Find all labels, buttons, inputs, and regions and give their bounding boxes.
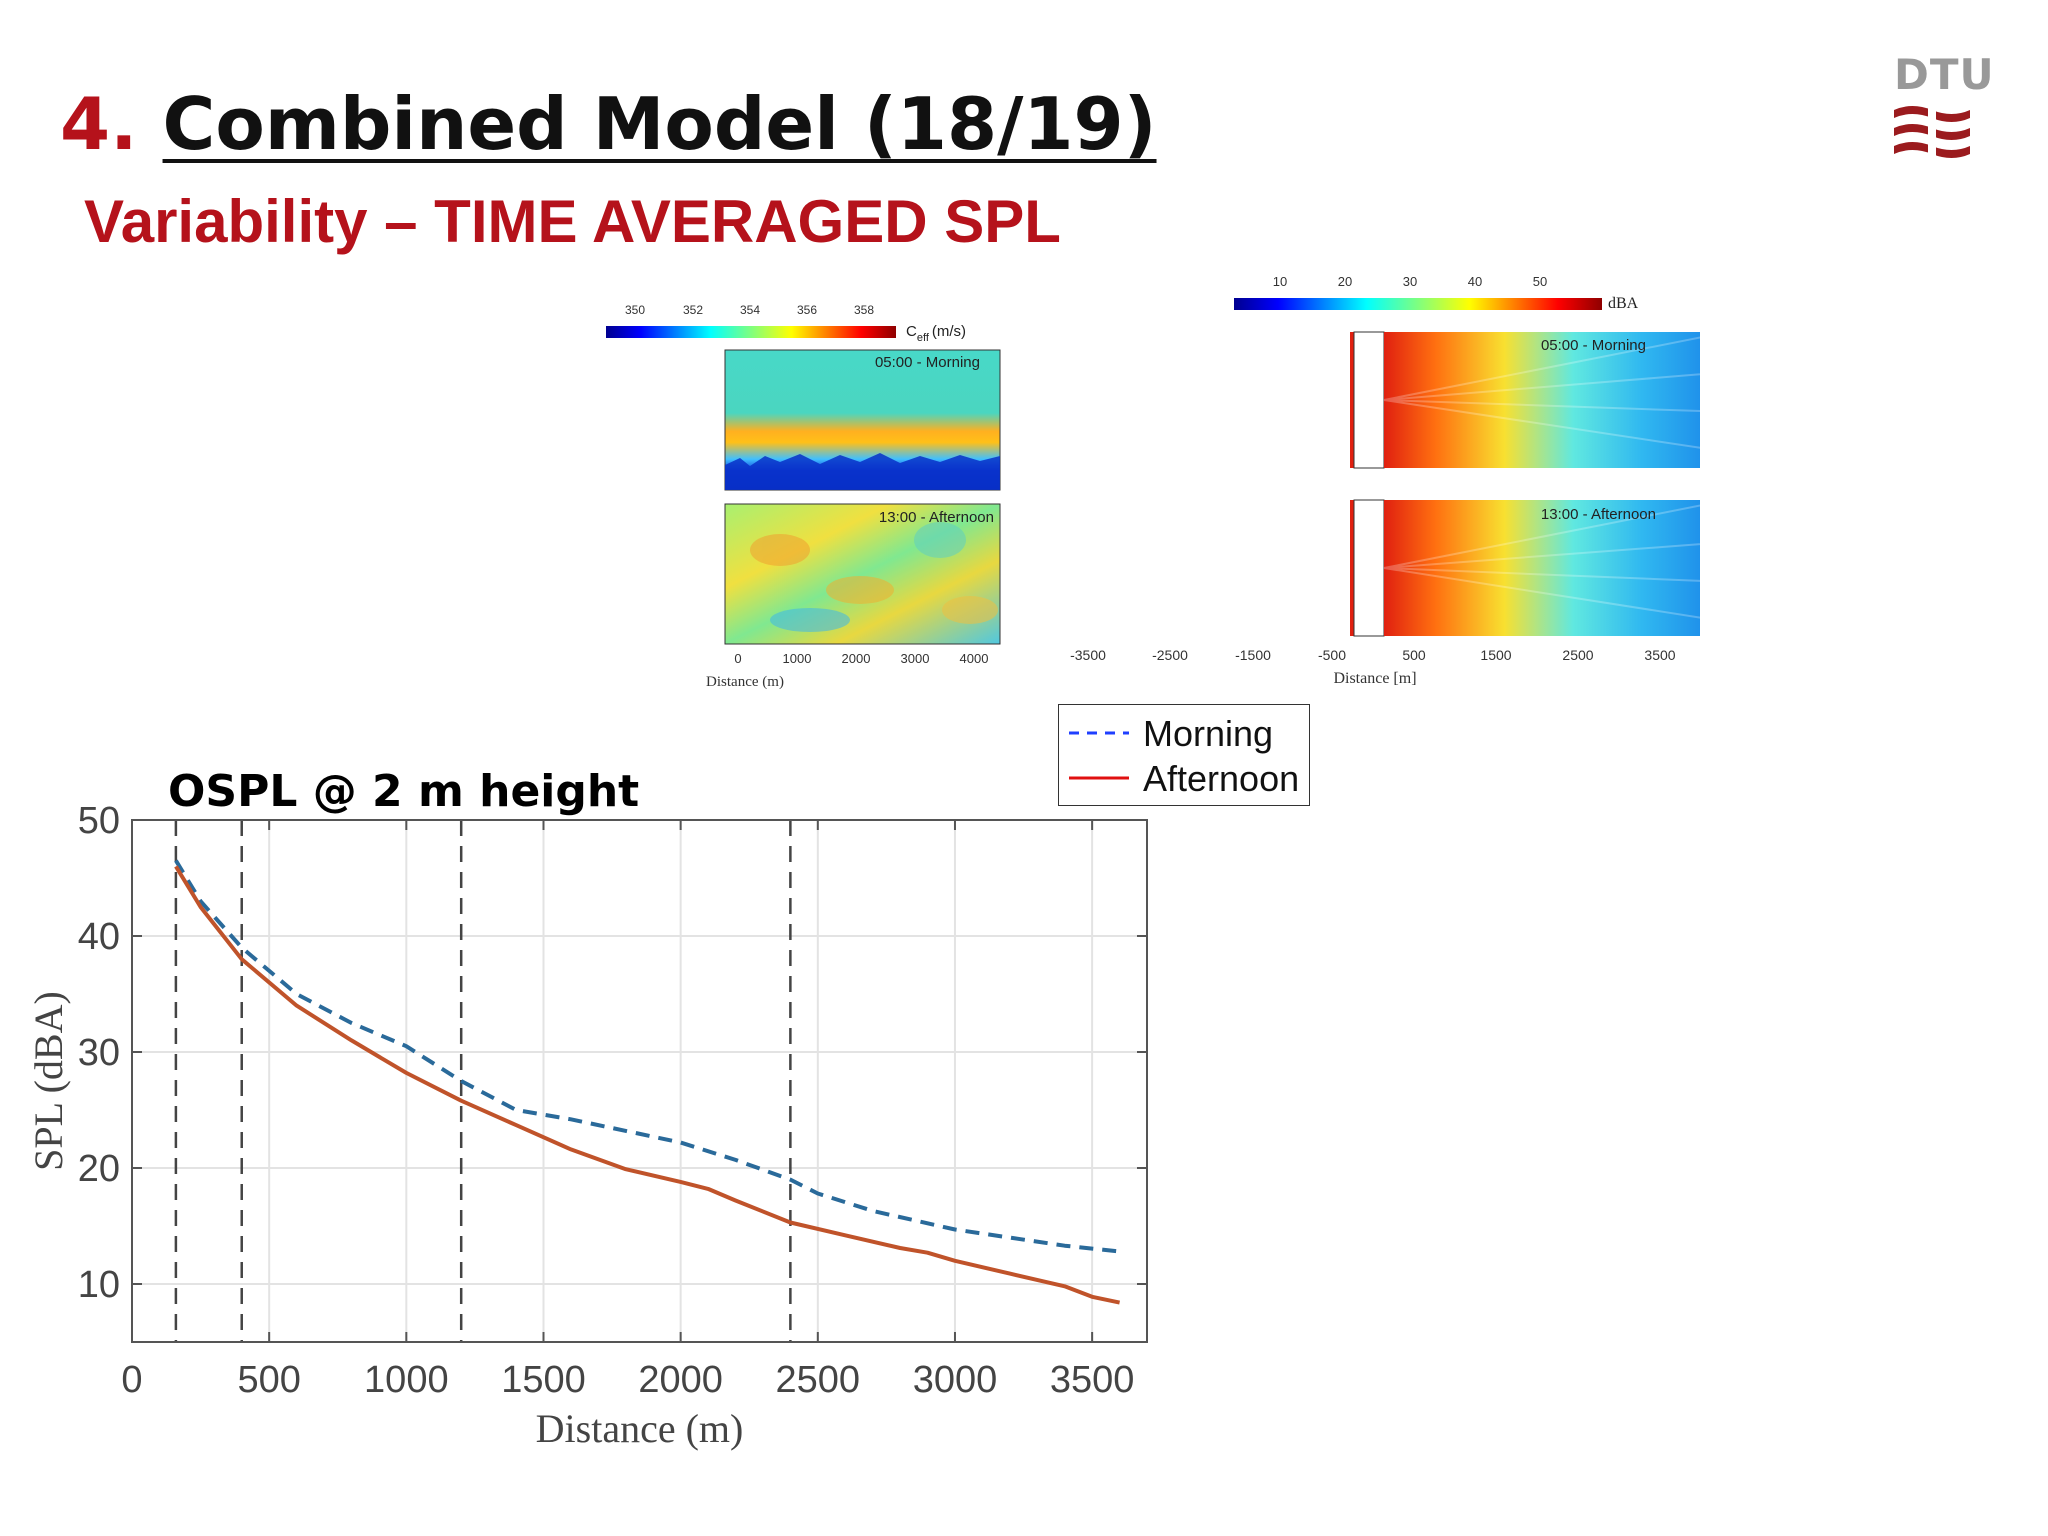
legend-morning-label: Morning [1143,713,1274,754]
x-tick-label: 2000 [638,1359,723,1401]
x-tick: 1500 [1480,647,1511,663]
chart-legend: Morning Afternoon [1058,704,1310,806]
colorbar-tick: 40 [1468,274,1482,289]
panel-label-afternoon: 13:00 - Afternoon [1541,506,1656,523]
colorbar-tick: 350 [625,303,645,317]
slide-subtitle: Variability – TIME AVERAGED SPL [84,188,1061,255]
x-tick-label: 3000 [913,1359,998,1401]
x-tick: 3000 [901,651,930,666]
x-tick: 2000 [842,651,871,666]
colorbar [1234,298,1602,310]
colorbar-tick: 20 [1338,274,1352,289]
panel-label-morning: 05:00 - Morning [1541,337,1646,354]
dtu-logo: DTU [1892,54,1994,164]
spl-line-chart: 0 500 1000 1500 2000 2500 3000 3500 10 20 30 40 50 D… [26,800,1148,1451]
spl-panel-morning [1384,332,1700,468]
colorbar-label: Ceff (m/s) [906,323,966,344]
logo-text: DTU [1894,50,1995,99]
colorbar-tick: 352 [683,303,703,317]
x-axis-label: Distance [m] [1333,670,1416,687]
x-tick: 0 [734,651,741,666]
x-tick: 4000 [960,651,989,666]
x-tick: -3500 [1070,647,1106,663]
series-line-afternoon [174,865,1121,1305]
x-tick-label: 0 [121,1359,142,1401]
colorbar-tick: 30 [1403,274,1417,289]
y-tick-label: 40 [78,916,120,958]
colorbar-tick: 358 [854,303,874,317]
y-tick-label: 10 [78,1264,120,1306]
colorbar-tick: 356 [797,303,817,317]
colorbar-label: dBA [1608,295,1639,312]
plot-frame [131,819,1148,1343]
y-tick-label: 20 [78,1148,120,1190]
x-tick-label: 500 [237,1359,300,1401]
colorbar-tick: 50 [1533,274,1547,289]
spl-heatmap-figure: 10 20 30 40 50 dBA 05:00 - Morning 13:00… [1070,274,1700,687]
x-tick: 1000 [783,651,812,666]
sound-speed-heatmap-figure: 350 352 354 356 358 Ceff (m/s) 05:00 - Mo… [606,303,1001,690]
x-tick: -1500 [1235,647,1271,663]
x-tick: -2500 [1152,647,1188,663]
x-tick-label: 2500 [776,1359,861,1401]
dtu-waves-icon [1894,102,1970,162]
x-tick-label: 1000 [364,1359,449,1401]
series-line-morning [174,859,1120,1254]
x-axis-label: Distance (m) [706,674,784,690]
slide-title: 4. Combined Model (18/19) [60,88,1157,160]
y-axis-label: SPL (dBA) [26,991,71,1171]
colorbar [606,326,896,338]
x-tick: 500 [1402,647,1426,663]
panel-label-morning: 05:00 - Morning [875,354,980,371]
colorbar-tick: 10 [1273,274,1287,289]
title-text: Combined Model (18/19) [162,82,1157,166]
spl-panel-afternoon [1384,500,1700,636]
x-tick: 2500 [1562,647,1593,663]
colorbar-tick: 354 [740,303,760,317]
x-tick: 3500 [1644,647,1675,663]
x-tick-label: 1500 [501,1359,586,1401]
panel-label-afternoon: 13:00 - Afternoon [879,509,994,526]
legend-afternoon-label: Afternoon [1143,758,1300,799]
ospl-label: OSPL @ 2 m height [168,766,640,817]
y-tick-label: 30 [78,1032,120,1074]
x-tick-label: 3500 [1050,1359,1135,1401]
x-axis-label: Distance (m) [536,1406,744,1451]
x-tick: -500 [1318,647,1346,663]
title-number: 4. [60,82,138,166]
y-tick-label: 50 [78,800,120,842]
